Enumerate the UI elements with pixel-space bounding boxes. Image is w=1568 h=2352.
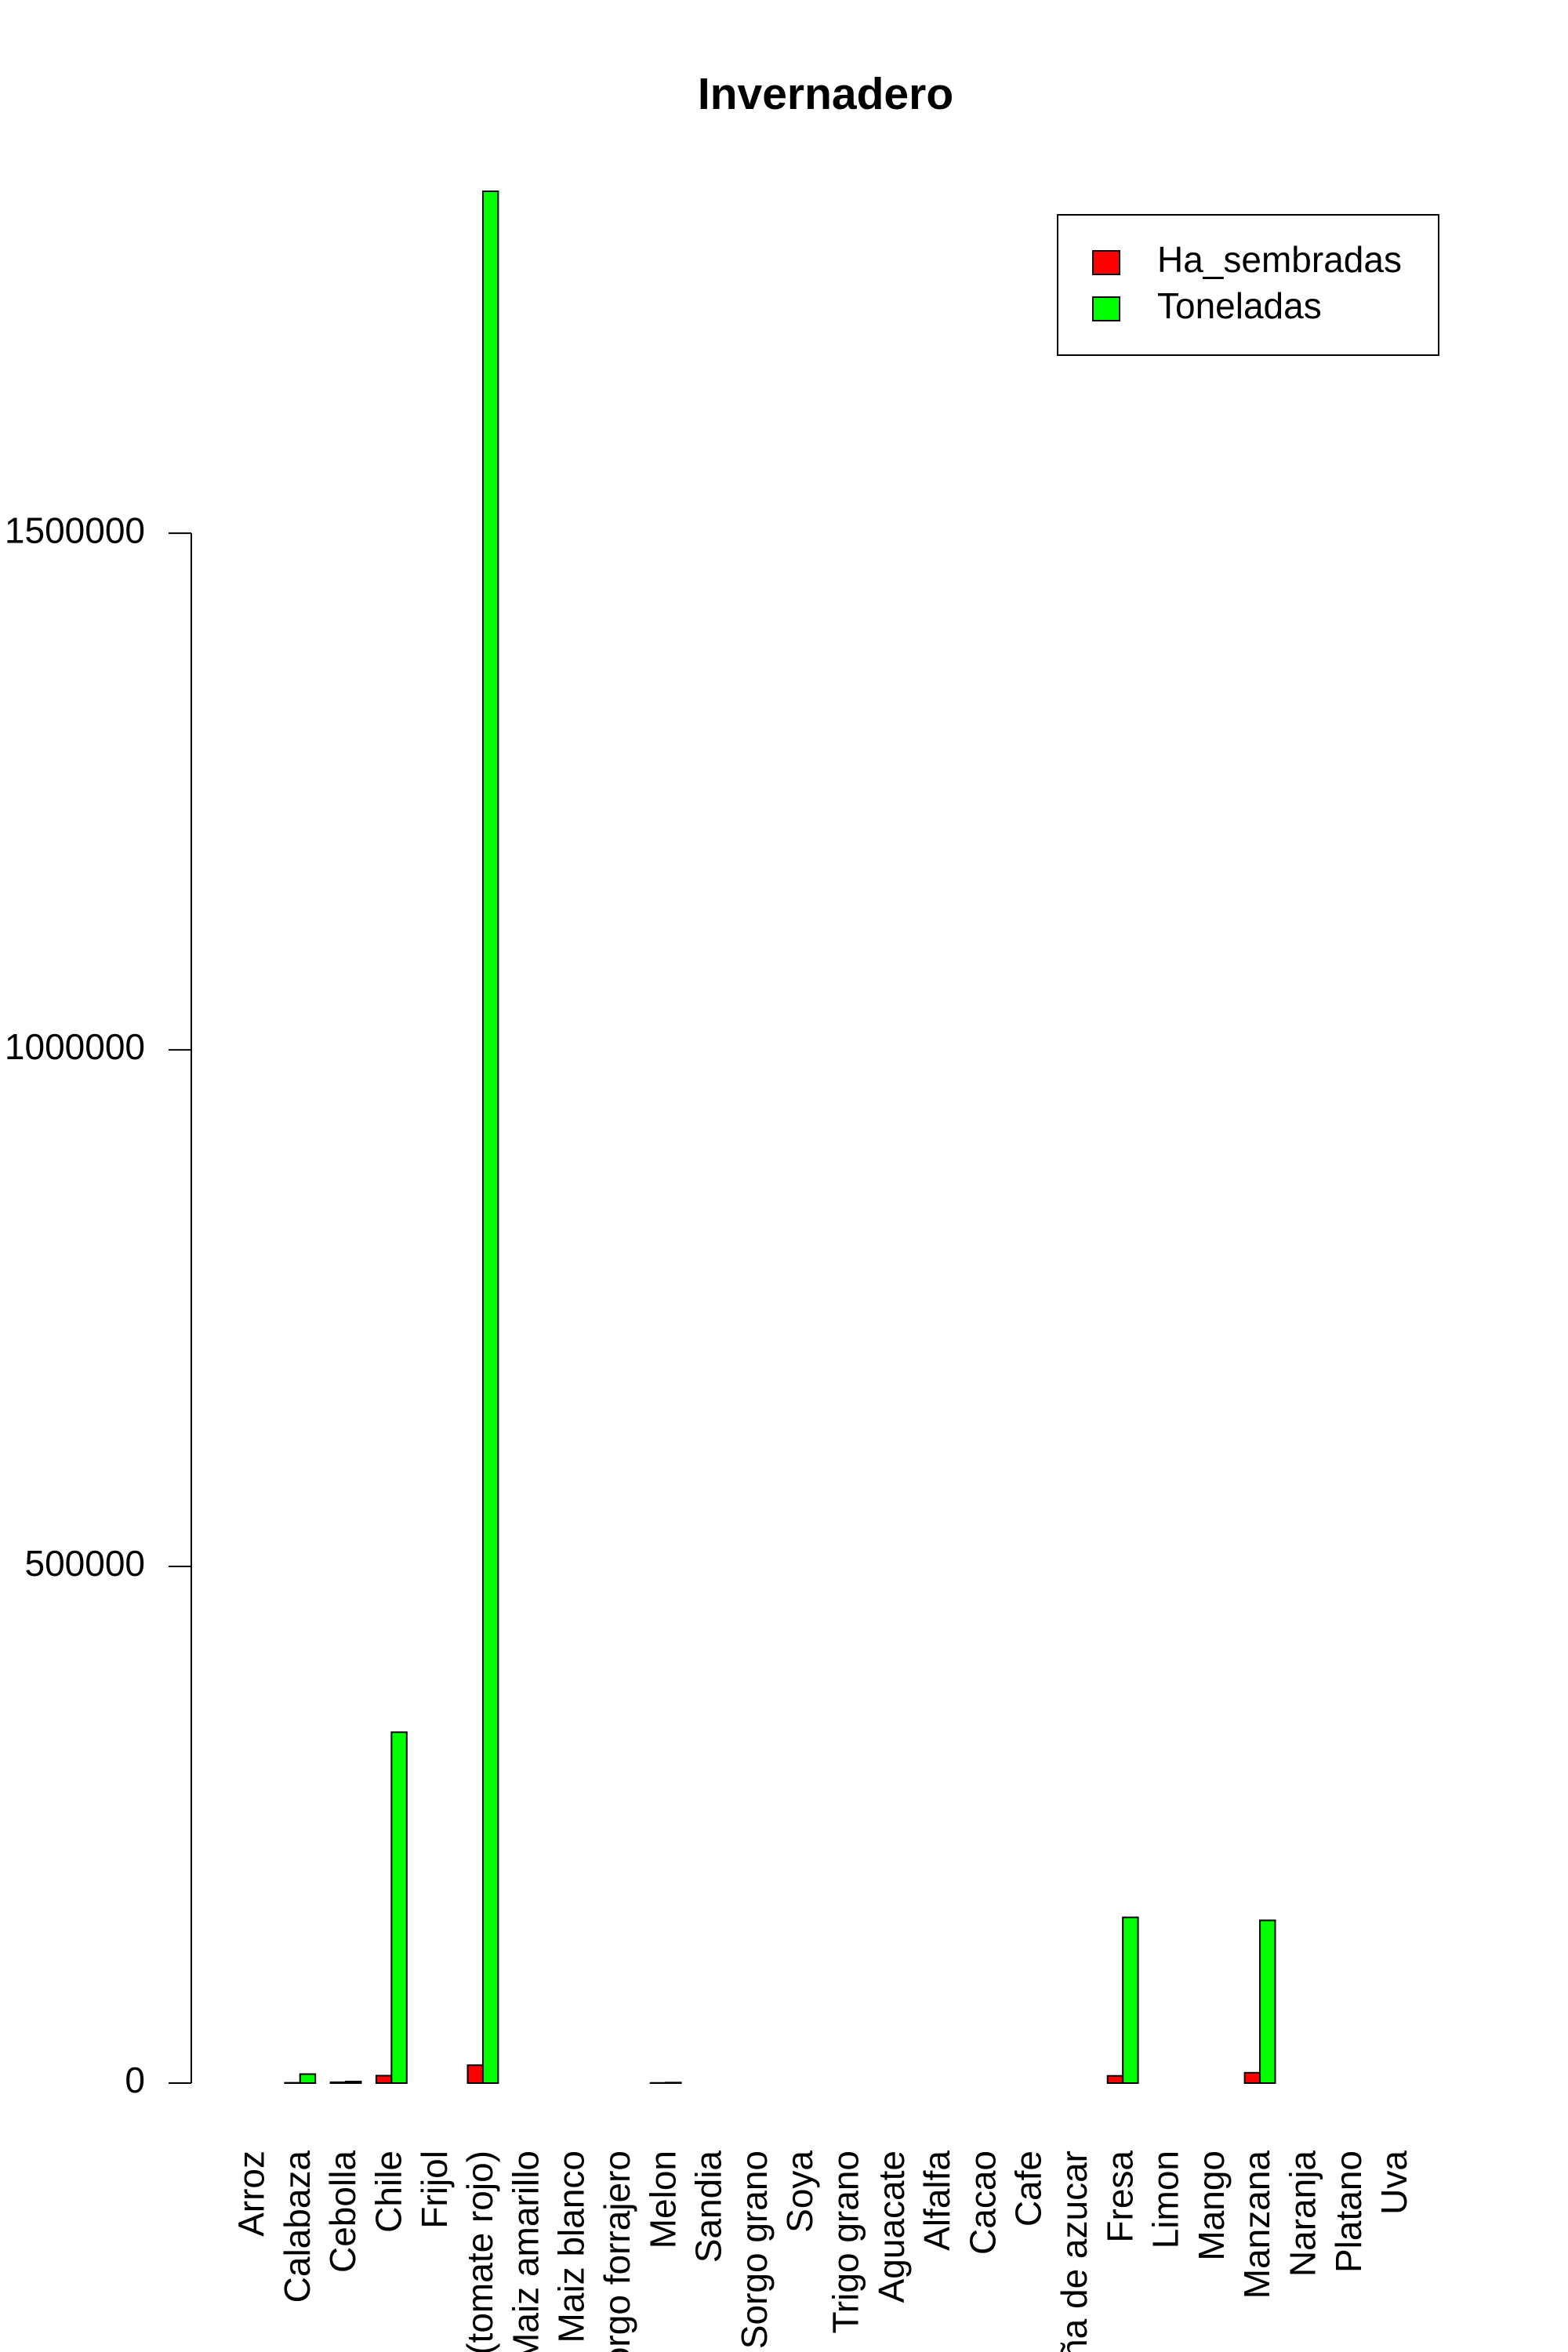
chart-title: Invernadero — [698, 69, 953, 119]
bar — [375, 2074, 393, 2085]
x-tick-label: Platano — [1328, 2151, 1369, 2273]
y-tick-label: 1000000 — [5, 1026, 145, 1067]
x-tick-label: Cafe — [1008, 2151, 1049, 2227]
bar — [466, 2064, 484, 2084]
x-tick-label: Arroz — [231, 2151, 272, 2237]
x-tick-label: Soya — [779, 2151, 820, 2233]
x-tick-label: Maiz amarillo — [505, 2151, 546, 2352]
x-tick-label: Uva — [1374, 2151, 1414, 2215]
x-tick-label: Cacao — [962, 2151, 1003, 2255]
x-tick-label: Frijol — [414, 2151, 455, 2229]
legend-label: Toneladas — [1157, 285, 1322, 326]
x-tick-label: Sorgo forrajero — [597, 2151, 637, 2352]
x-tick-label: Alfalfa — [916, 2151, 957, 2251]
x-tick-label: Sorgo grano — [734, 2151, 775, 2349]
bar — [345, 2081, 362, 2085]
x-tick-label: Manzana — [1236, 2151, 1277, 2299]
bar — [329, 2081, 347, 2084]
legend-label: Ha_sembradas — [1157, 239, 1402, 280]
x-tick-label: Limon — [1145, 2151, 1186, 2249]
bar — [1122, 1916, 1139, 2084]
legend-key — [1092, 296, 1120, 321]
x-tick-label: Calabaza — [277, 2151, 318, 2303]
bar — [390, 1731, 408, 2085]
x-tick-label: Fresa — [1099, 2151, 1140, 2243]
x-tick-label: Aguacate — [871, 2151, 912, 2303]
x-tick-label: Mango — [1191, 2151, 1232, 2261]
bar — [665, 2082, 682, 2085]
bar — [1243, 2071, 1261, 2085]
y-tick-label: 0 — [125, 2060, 145, 2100]
x-tick-label: Caña de azucar — [1054, 2151, 1094, 2352]
y-tick-label: 500000 — [25, 1543, 146, 1584]
legend-box — [1057, 214, 1439, 356]
legend-key — [1092, 250, 1120, 275]
bar — [1106, 2074, 1124, 2084]
x-tick-label: Naranja — [1283, 2151, 1323, 2278]
x-tick-label: Maiz blanco — [551, 2151, 592, 2343]
y-tick-label: 1500000 — [5, 510, 145, 550]
x-tick-label: Trigo grano — [826, 2151, 866, 2334]
x-tick-label: Sandia — [688, 2151, 729, 2263]
bar — [299, 2073, 317, 2084]
x-tick-label: Melon — [642, 2151, 683, 2249]
x-tick-label: Cebolla — [322, 2151, 363, 2273]
bar — [1259, 1919, 1276, 2084]
x-tick-label: Jitomate (tomate rojo) — [459, 2151, 500, 2352]
x-tick-label: Chile — [368, 2151, 409, 2233]
bar — [481, 191, 499, 2084]
